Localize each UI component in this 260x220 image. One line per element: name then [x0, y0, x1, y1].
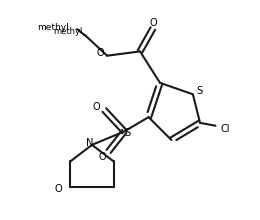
- Text: N: N: [86, 138, 93, 148]
- Text: methyl: methyl: [37, 23, 69, 32]
- Text: methyl: methyl: [54, 28, 83, 37]
- Text: O: O: [55, 184, 62, 194]
- Text: O: O: [97, 48, 104, 58]
- Text: Cl: Cl: [220, 124, 230, 134]
- Text: methyl: methyl: [84, 34, 89, 35]
- Text: O: O: [99, 152, 106, 161]
- Text: S: S: [196, 86, 202, 96]
- Text: O: O: [150, 18, 157, 28]
- Text: O: O: [93, 102, 100, 112]
- Text: S: S: [125, 128, 131, 138]
- Text: methyl: methyl: [82, 35, 87, 36]
